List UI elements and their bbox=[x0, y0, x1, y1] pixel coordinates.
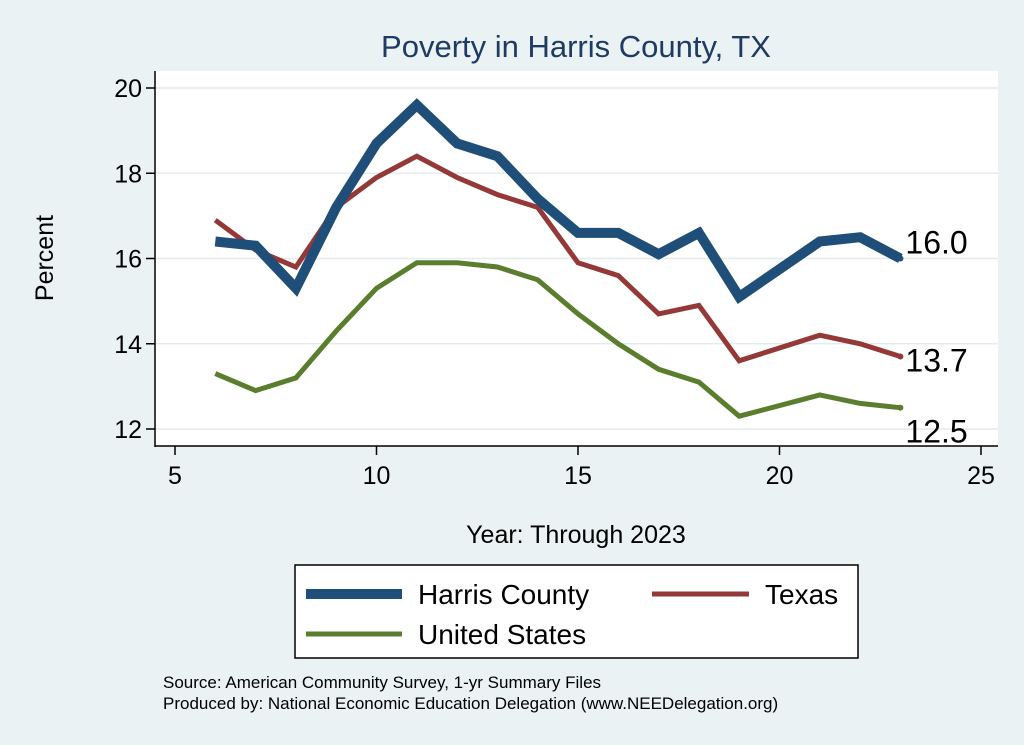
y-tick-label: 20 bbox=[114, 75, 142, 103]
chart-title: Poverty in Harris County, TX bbox=[381, 29, 771, 64]
producer-note: Produced by: National Economic Education… bbox=[163, 694, 778, 713]
end-label-harris-county: 16.0 bbox=[905, 225, 967, 261]
x-tick-label: 25 bbox=[967, 462, 995, 490]
x-tick-label: 15 bbox=[564, 462, 592, 490]
series-line-united-states bbox=[214, 260, 901, 419]
legend-label-united-states: United States bbox=[418, 619, 586, 650]
legend: Harris County Texas United States bbox=[294, 564, 859, 659]
series-end-marker-texas bbox=[897, 353, 904, 360]
x-tick-label: 10 bbox=[363, 462, 391, 490]
series-lines bbox=[213, 98, 904, 419]
y-tick-label: 18 bbox=[114, 160, 142, 188]
series-line-harris-county bbox=[214, 98, 903, 304]
axes: 12 14 16 18 20 5 10 15 20 25 bbox=[114, 71, 998, 490]
source-note: Source: American Community Survey, 1-yr … bbox=[163, 673, 601, 692]
end-label-texas: 13.7 bbox=[905, 343, 967, 379]
legend-box bbox=[294, 564, 859, 659]
end-labels: 12.5 13.7 16.0 bbox=[905, 225, 967, 450]
series-end-marker-harris-county bbox=[897, 255, 904, 262]
series-end-marker-united-states bbox=[897, 404, 904, 411]
x-tick-label: 5 bbox=[168, 462, 182, 490]
y-axis-title: Percent bbox=[31, 215, 59, 301]
y-tick-label: 14 bbox=[114, 331, 142, 359]
end-label-united-states: 12.5 bbox=[905, 414, 967, 450]
y-tick-label: 16 bbox=[114, 246, 142, 274]
x-tick-label: 20 bbox=[766, 462, 794, 490]
x-axis-title: Year: Through 2023 bbox=[466, 521, 686, 549]
legend-label-harris-county: Harris County bbox=[418, 579, 589, 610]
legend-label-texas: Texas bbox=[765, 579, 838, 610]
y-tick-label: 12 bbox=[114, 416, 142, 444]
